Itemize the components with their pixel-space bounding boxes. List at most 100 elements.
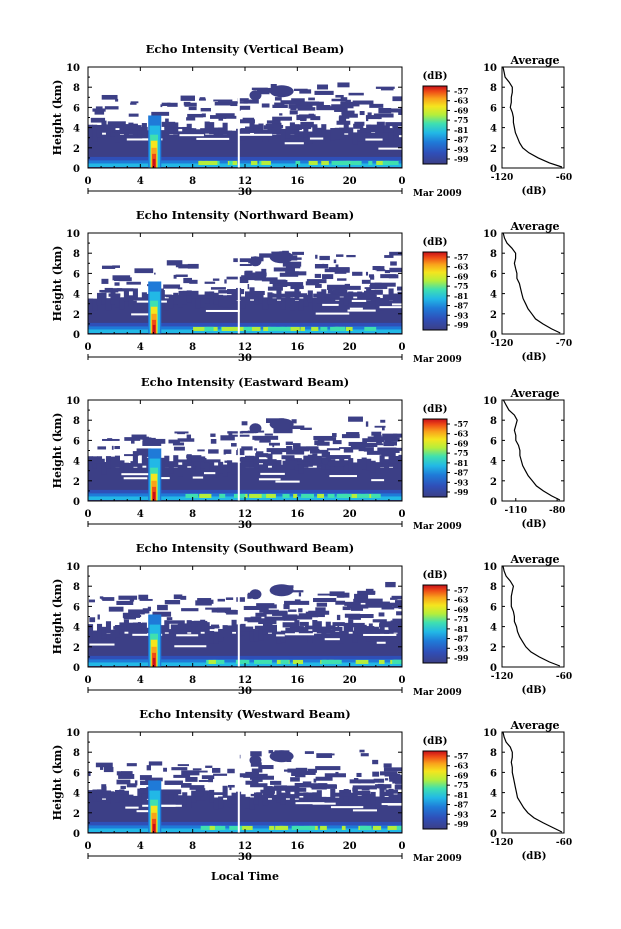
echo-gap: [324, 638, 340, 641]
echo-edge: [276, 460, 282, 473]
echo-streak: [178, 290, 187, 296]
echo-streak: [379, 785, 387, 790]
echo-streak: [317, 593, 336, 596]
echo-streak: [101, 278, 109, 284]
profile-y-tick-label: 6: [490, 768, 497, 779]
echo-streak: [316, 441, 330, 446]
echo-gap: [258, 478, 281, 481]
echo-streak: [293, 88, 308, 91]
echo-edge: [227, 795, 233, 808]
echo-streak: [210, 287, 226, 290]
band-bright: [221, 326, 235, 331]
echo-streak: [358, 598, 383, 603]
echo-edge: [96, 789, 103, 802]
profile-y-tick-label: 2: [490, 144, 497, 155]
band-low: [88, 322, 402, 329]
band-bright: [204, 326, 214, 331]
echo-edge: [168, 629, 174, 642]
echo-streak: [384, 778, 389, 781]
echo-streak: [92, 124, 98, 129]
echo-streak: [193, 462, 198, 467]
echo-edge: [227, 460, 233, 473]
echo-streak: [385, 581, 396, 588]
echo-gap: [205, 309, 240, 312]
x-tick-label: 12: [238, 176, 252, 187]
y-axis-label: Height (km): [51, 80, 64, 156]
band-bright: [345, 326, 353, 331]
echo-streak: [212, 278, 220, 281]
echo-edge: [213, 797, 219, 810]
echo-edge: [245, 455, 251, 468]
echo-edge: [195, 622, 201, 635]
echo-streak: [374, 425, 386, 428]
echo-streak: [268, 293, 294, 298]
echo-streak: [359, 749, 365, 753]
echo-edge: [330, 128, 336, 141]
echo-streak: [116, 771, 122, 776]
band-bright: [250, 160, 258, 165]
echo-streak: [193, 620, 205, 625]
x-tick-label: 20: [343, 509, 357, 520]
echo-edge: [119, 121, 125, 135]
echo-edge: [222, 625, 228, 638]
echo-edge: [173, 791, 179, 804]
colorbar-tick-label: -99: [454, 653, 469, 663]
echo-edge: [132, 795, 138, 809]
echo-edge: [316, 455, 322, 468]
echo-edge: [316, 127, 322, 140]
echo-streak: [265, 123, 275, 128]
echo-streak: [201, 775, 215, 780]
echo-streak: [288, 609, 297, 612]
profile-x-label: (dB): [522, 851, 547, 862]
echo-cloud: [249, 256, 262, 267]
echo-streak: [385, 789, 399, 794]
echo-streak: [398, 454, 402, 459]
colorbar-tick-label: -63: [454, 429, 469, 439]
echo-edge: [128, 295, 134, 308]
echo-streak: [107, 438, 113, 441]
echo-edge: [141, 622, 147, 635]
band-low: [88, 489, 402, 496]
echo-edge: [271, 797, 277, 810]
echo-streak: [98, 108, 102, 111]
band-bright: [311, 326, 319, 331]
echo-streak: [332, 626, 343, 631]
echo-cloud: [249, 755, 262, 766]
echo-edge: [253, 126, 260, 140]
echo-streak: [114, 446, 120, 450]
echo-edge: [303, 294, 309, 307]
echo-streak: [130, 102, 137, 105]
echo-streak: [124, 437, 141, 441]
echo-edge: [325, 129, 331, 142]
echo-streak: [358, 447, 374, 452]
echo-streak: [372, 771, 380, 777]
band-bright: [308, 160, 318, 165]
echo-streak: [173, 594, 183, 600]
echo-streak: [198, 98, 206, 101]
echo-gap: [379, 306, 402, 309]
echo-gap: [176, 634, 199, 637]
colorbar-tick-label: -75: [454, 115, 468, 125]
echo-edge: [164, 790, 170, 803]
echo-streak: [376, 121, 385, 126]
echo-streak: [398, 627, 402, 633]
echo-edge: [375, 462, 381, 475]
echo-streak: [188, 106, 197, 111]
echo-edge: [397, 627, 402, 640]
echo-streak: [183, 277, 192, 284]
profile-line: [502, 232, 561, 334]
colorbar-tick-label: -75: [454, 614, 468, 624]
profile-y-tick-label: 10: [483, 229, 497, 240]
x-tick-label: 0: [399, 176, 406, 187]
echo-streak: [389, 267, 402, 273]
y-tick-label: 6: [73, 436, 80, 447]
echo-streak: [251, 777, 263, 782]
echo-streak: [384, 255, 394, 258]
echo-streak: [238, 457, 253, 462]
echo-streak: [122, 612, 141, 618]
echo-edge: [312, 792, 318, 805]
colorbar: [422, 418, 448, 498]
echo-edge: [298, 461, 304, 474]
band-bright: [291, 825, 298, 830]
heatmap-field: [88, 400, 402, 501]
